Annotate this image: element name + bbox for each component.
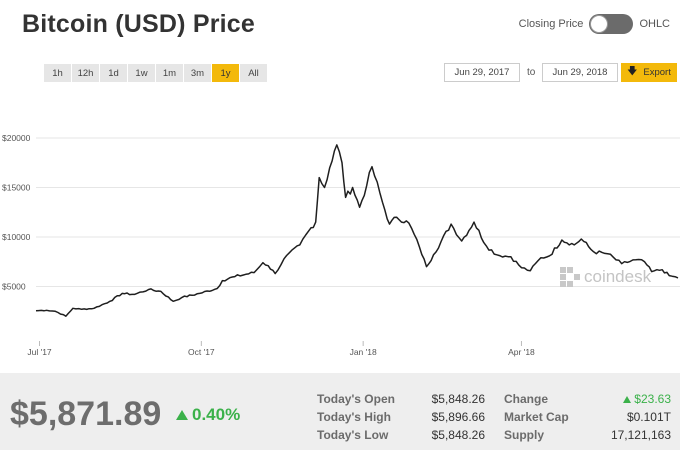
export-label: Export [643, 67, 671, 78]
change-percent-value: 0.40% [192, 405, 241, 424]
range-button-all[interactable]: All [240, 64, 267, 82]
x-tick-label: Jan '18 [350, 347, 377, 357]
stat-label-supply: Supply [504, 428, 545, 442]
price-change-percent: 0.40% [176, 405, 240, 425]
range-button-1w[interactable]: 1w [128, 64, 155, 82]
range-button-3m[interactable]: 3m [184, 64, 211, 82]
coindesk-logo-icon [560, 267, 580, 287]
up-arrow-icon [176, 410, 188, 420]
y-axis-ticks: $5000 $10000 $15000 $20000 [2, 133, 31, 292]
chart-grid [36, 137, 680, 287]
price-series-line [35, 144, 679, 317]
range-button-12h[interactable]: 12h [72, 64, 99, 82]
time-range-selector: 1h 12h 1d 1w 1m 3m 1y All [44, 64, 267, 82]
stat-label-open: Today's Open [317, 392, 395, 406]
range-button-1y[interactable]: 1y [212, 64, 239, 82]
stat-value-change: $23.63 [580, 392, 671, 406]
stat-value-high: $5,896.66 [431, 410, 485, 424]
current-price: $5,871.89 [10, 395, 162, 433]
y-tick-label: $15000 [2, 183, 31, 193]
start-date-input[interactable]: Jun 29, 2017 [444, 63, 520, 82]
stat-value-supply: 17,121,163 [610, 428, 671, 442]
stat-label-change: Change [504, 392, 549, 406]
mode-switch[interactable] [589, 14, 634, 34]
coindesk-watermark: coindesk [560, 267, 651, 287]
price-chart[interactable]: $5000 $10000 $15000 $20000 Jul '17 Oct '17 Ja… [0, 88, 680, 370]
stat-value-low: $5,848.26 [431, 428, 485, 442]
x-tick-label: Oct '17 [188, 347, 215, 357]
closing-price-label: Closing Price [518, 18, 584, 30]
ohlc-label: OHLC [639, 18, 670, 30]
stat-label-low: Today's Low [317, 428, 389, 442]
y-tick-label: $10000 [2, 232, 31, 242]
download-arrow-icon: 🡇 [627, 66, 638, 77]
x-axis-ticks: Jul '17 Oct '17 Jan '18 Apr '18 [27, 341, 535, 357]
page-title: Bitcoin (USD) Price [22, 10, 255, 38]
x-tick-label: Apr '18 [508, 347, 535, 357]
y-tick-label: $5000 [2, 282, 26, 292]
stat-value-open: $5,848.26 [431, 392, 485, 406]
stat-label-high: Today's High [317, 410, 391, 424]
stat-label-market-cap: Market Cap [504, 410, 569, 424]
range-button-1m[interactable]: 1m [156, 64, 183, 82]
end-date-input[interactable]: Jun 29, 2018 [542, 63, 618, 82]
y-tick-label: $20000 [2, 133, 31, 143]
switch-knob [590, 15, 609, 33]
change-up-icon [623, 395, 632, 403]
export-button[interactable]: 🡇 Export [621, 63, 677, 82]
watermark-text: coindesk [584, 267, 652, 286]
stat-value-market-cap: $0.101T [626, 410, 671, 424]
change-value: $23.63 [634, 392, 671, 406]
range-button-1d[interactable]: 1d [100, 64, 127, 82]
x-tick-label: Jul '17 [27, 347, 52, 357]
date-range-to-label: to [527, 67, 536, 78]
price-chart-svg: $5000 $10000 $15000 $20000 Jul '17 Oct '17 Ja… [2, 133, 680, 357]
chart-mode-toggle[interactable]: Closing Price OHLC [519, 14, 670, 34]
price-summary-panel: $5,871.89 0.40% Today's Open $5,848.26 T… [0, 373, 680, 450]
range-button-1h[interactable]: 1h [44, 64, 71, 82]
